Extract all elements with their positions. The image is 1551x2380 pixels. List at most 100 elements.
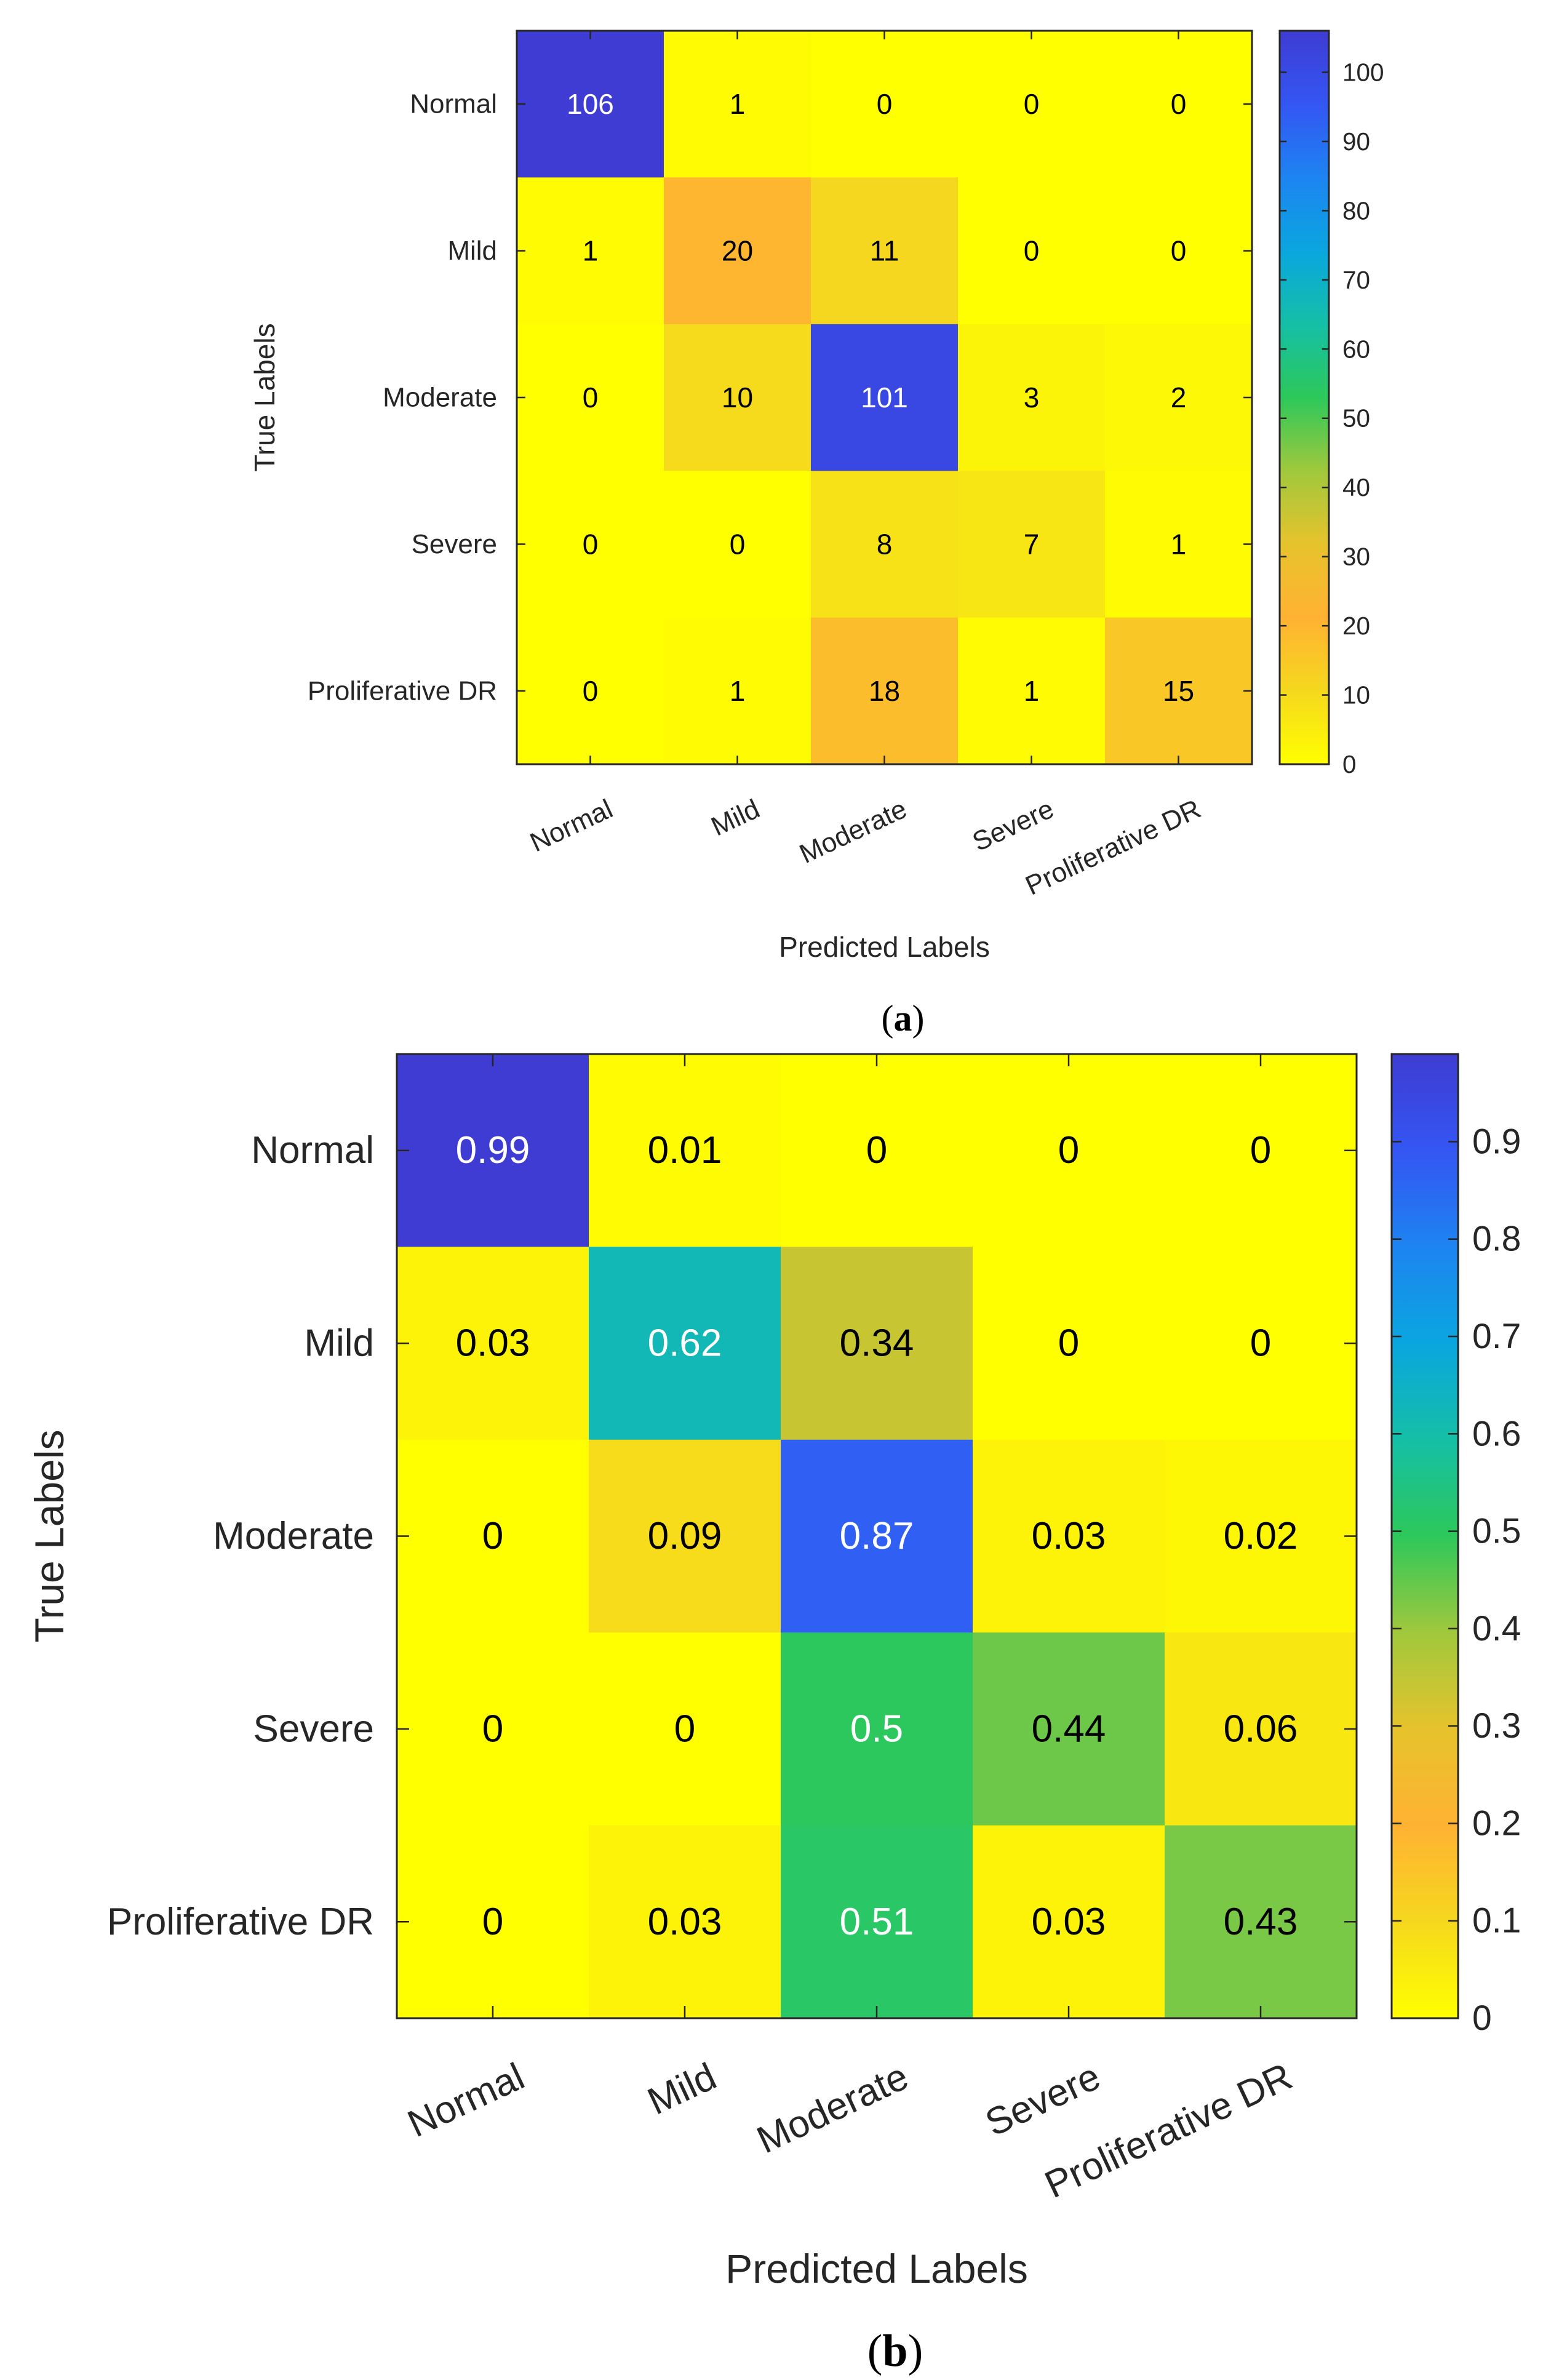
heatmap-cell [589, 1439, 781, 1633]
heatmap-cell [589, 1054, 781, 1247]
colorbar-tick-label: 0 [1342, 750, 1357, 778]
cell-value-label: 18 [869, 675, 900, 707]
x-tick-label: Severe [979, 2055, 1107, 2145]
y-axis-label: True Labels [249, 323, 281, 471]
cell-value-label: 0 [866, 1129, 887, 1172]
colorbar-tick-label: 40 [1342, 473, 1370, 501]
cell-value-label: 0.87 [840, 1515, 914, 1557]
cell-value-label: 0 [1250, 1322, 1271, 1365]
heatmap-cell [1105, 617, 1253, 765]
heatmap-cell [664, 617, 811, 765]
cell-value-label: 0 [1171, 235, 1187, 267]
colorbar-tick-label: 10 [1342, 681, 1370, 709]
colorbar-tick-label: 100 [1342, 58, 1384, 86]
colorbar-tick-label: 30 [1342, 543, 1370, 571]
heatmap-cell [781, 1054, 973, 1247]
heatmap-cell [781, 1247, 973, 1440]
colorbar-tick-label: 0.5 [1472, 1512, 1521, 1551]
colorbar-tick-label: 90 [1342, 127, 1370, 156]
panel-caption: (a) [882, 998, 925, 1039]
y-tick-label: Proliferative DR [107, 1901, 374, 1943]
x-tick-label: Mild [642, 2055, 723, 2123]
x-tick-label: Severe [968, 794, 1058, 857]
heatmap-cell [1165, 1825, 1357, 2019]
cell-value-label: 0 [1250, 1129, 1271, 1172]
cell-value-label: 106 [567, 88, 614, 120]
cell-value-label: 0 [482, 1515, 503, 1557]
cell-value-label: 1 [730, 88, 746, 120]
colorbar-tick-label: 0.2 [1472, 1803, 1521, 1843]
x-tick-label: Normal [401, 2055, 530, 2146]
panel-letter: b [882, 2326, 907, 2376]
cell-value-label: 0.5 [850, 1707, 903, 1750]
heatmap-cell [517, 617, 664, 765]
heatmap-cell [517, 177, 664, 325]
heatmap-cell [1165, 1247, 1357, 1440]
heatmap-cell [397, 1247, 589, 1440]
cell-value-label: 0.01 [648, 1129, 722, 1172]
heatmap-cell [517, 471, 664, 618]
heatmap-cell [958, 324, 1106, 471]
heatmap-cell [781, 1632, 973, 1826]
cell-value-label: 0.03 [456, 1322, 530, 1365]
colorbar-tick-label: 0.6 [1472, 1414, 1521, 1453]
heatmap-cell [664, 177, 811, 325]
cell-value-label: 2 [1171, 381, 1187, 413]
panel-b: 0.99 0.01 0 0 0 0.03 0.62 0.34 0 0 0 0.09 0.87 0.03 0.… [26, 1053, 1521, 2376]
colorbar-tick-label: 0.1 [1472, 1901, 1521, 1941]
heatmap-cell [589, 1247, 781, 1440]
heatmap-cell [664, 471, 811, 618]
cell-value-label: 0 [674, 1707, 695, 1750]
heatmap-cell [973, 1247, 1165, 1440]
cell-value-label: 0.03 [1032, 1901, 1106, 1943]
heatmap-cell [781, 1439, 973, 1633]
colorbar-tick-label: 60 [1342, 335, 1370, 363]
cell-value-label: 0 [583, 381, 599, 413]
heatmap-cell [517, 31, 664, 178]
cell-value-label: 0 [583, 528, 599, 560]
y-tick-label: Severe [253, 1707, 374, 1750]
cell-value-label: 0 [1058, 1129, 1079, 1172]
heatmap-cell [958, 471, 1106, 618]
cell-value-label: 0.03 [1032, 1515, 1106, 1557]
heatmap-cell [973, 1825, 1165, 2019]
cell-value-label: 0 [482, 1901, 503, 1943]
cell-value-label: 0 [583, 675, 599, 707]
cell-value-label: 0 [1024, 88, 1040, 120]
cell-value-label: 11 [870, 235, 899, 267]
heatmap-cell [664, 324, 811, 471]
heatmap-cell [1105, 177, 1253, 325]
cell-value-label: 0.51 [840, 1901, 914, 1943]
cell-value-label: 0.06 [1224, 1707, 1298, 1750]
heatmap-cell [811, 471, 959, 618]
colorbar-tick-label: 0 [1472, 1999, 1492, 2038]
cell-value-label: 0 [730, 528, 746, 560]
heatmap-cell [811, 177, 959, 325]
cell-value-label: 0.02 [1224, 1515, 1298, 1557]
heatmap-cell [781, 1825, 973, 2019]
x-tick-label: Moderate [751, 2055, 915, 2162]
y-tick-label: Moderate [383, 383, 497, 413]
heatmap-cell [973, 1632, 1165, 1826]
y-tick-label: Proliferative DR [308, 676, 497, 706]
heatmap-cell [1165, 1439, 1357, 1633]
cell-value-label: 1 [583, 235, 599, 267]
cell-value-label: 10 [722, 381, 753, 413]
heatmap-cell [589, 1632, 781, 1826]
heatmap-cell [589, 1825, 781, 2019]
cell-value-label: 0.09 [648, 1515, 722, 1557]
colorbar-tick-label: 0.8 [1472, 1220, 1521, 1259]
colorbar-tick-label: 0.9 [1472, 1122, 1521, 1161]
cell-value-label: 0.44 [1032, 1707, 1106, 1750]
cell-value-label: 0 [482, 1707, 503, 1750]
x-axis-label: Predicted Labels [725, 2246, 1028, 2291]
cell-value-label: 1 [1171, 528, 1187, 560]
heatmap-cell [973, 1054, 1165, 1247]
y-tick-label: Normal [251, 1129, 374, 1172]
y-axis-label: True Labels [26, 1429, 72, 1642]
panel-letter: a [894, 998, 912, 1039]
cell-value-label: 0.43 [1224, 1901, 1298, 1943]
panel-a: 106 1 0 0 01 20 11 0 00 10 101 3 20 0 8 7 10 1 18 1 15Normal… [249, 30, 1384, 1039]
heatmap-cell [517, 324, 664, 471]
